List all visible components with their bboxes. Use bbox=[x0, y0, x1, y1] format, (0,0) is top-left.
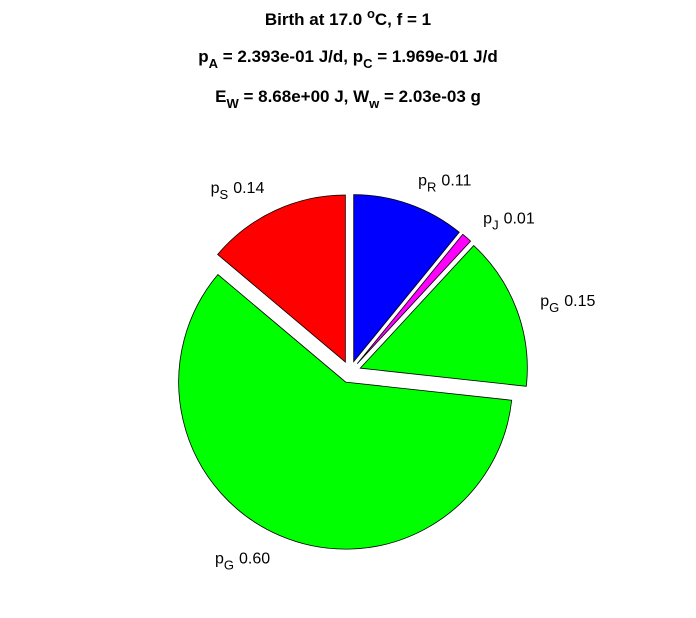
slice-label-name: p bbox=[540, 293, 549, 310]
title-part: Birth at 17.0 bbox=[265, 10, 367, 29]
pie-slice bbox=[178, 273, 513, 550]
chart-title: pA = 2.393e-01 J/d, pC = 1.969e-01 J/d bbox=[198, 47, 497, 71]
title-part: C bbox=[363, 56, 373, 71]
slice-label-sub: R bbox=[427, 180, 436, 195]
title-part: = 2.393e-01 J/d, p bbox=[218, 47, 363, 66]
pie-slice bbox=[356, 233, 472, 364]
slice-label-sub: G bbox=[224, 558, 234, 573]
title-part: = 8.68e+00 J, W bbox=[239, 87, 370, 106]
slice-label-value: 0.15 bbox=[564, 293, 595, 310]
title-part: W bbox=[226, 96, 239, 111]
chart-title: EW = 8.68e+00 J, Ww = 2.03e-03 g bbox=[215, 87, 481, 111]
slice-label-name: p bbox=[418, 173, 427, 190]
slice-label: pS 0.14 bbox=[211, 180, 265, 202]
title-part: o bbox=[367, 6, 375, 21]
slice-label-sub: G bbox=[549, 300, 559, 315]
chart-title: Birth at 17.0 oC, f = 1 bbox=[265, 6, 431, 29]
slice-label-value: 0.14 bbox=[233, 180, 264, 197]
title-part: E bbox=[215, 87, 226, 106]
slice-label-sub: S bbox=[220, 187, 229, 202]
slice-label: pG 0.60 bbox=[215, 551, 270, 573]
pie-slice bbox=[217, 194, 346, 363]
pie-slice bbox=[359, 244, 528, 387]
slice-label-sub: J bbox=[492, 218, 499, 233]
title-part: A bbox=[209, 56, 219, 71]
slice-label: pR 0.11 bbox=[418, 173, 471, 195]
slice-label-value: 0.60 bbox=[239, 551, 270, 568]
slice-label-name: p bbox=[211, 180, 220, 197]
title-part: = 2.03e-03 g bbox=[379, 87, 481, 106]
slice-label: pG 0.15 bbox=[540, 293, 595, 315]
slice-label: pJ 0.01 bbox=[483, 211, 535, 233]
title-part: C, f = 1 bbox=[375, 10, 431, 29]
title-part: p bbox=[198, 47, 208, 66]
slice-label-name: p bbox=[483, 211, 492, 228]
pie-slice bbox=[353, 194, 460, 363]
title-part: = 1.969e-01 J/d bbox=[373, 47, 498, 66]
slice-label-value: 0.11 bbox=[441, 173, 471, 190]
slice-label-name: p bbox=[215, 551, 224, 568]
title-part: w bbox=[368, 96, 380, 111]
slice-label-value: 0.01 bbox=[504, 211, 535, 228]
